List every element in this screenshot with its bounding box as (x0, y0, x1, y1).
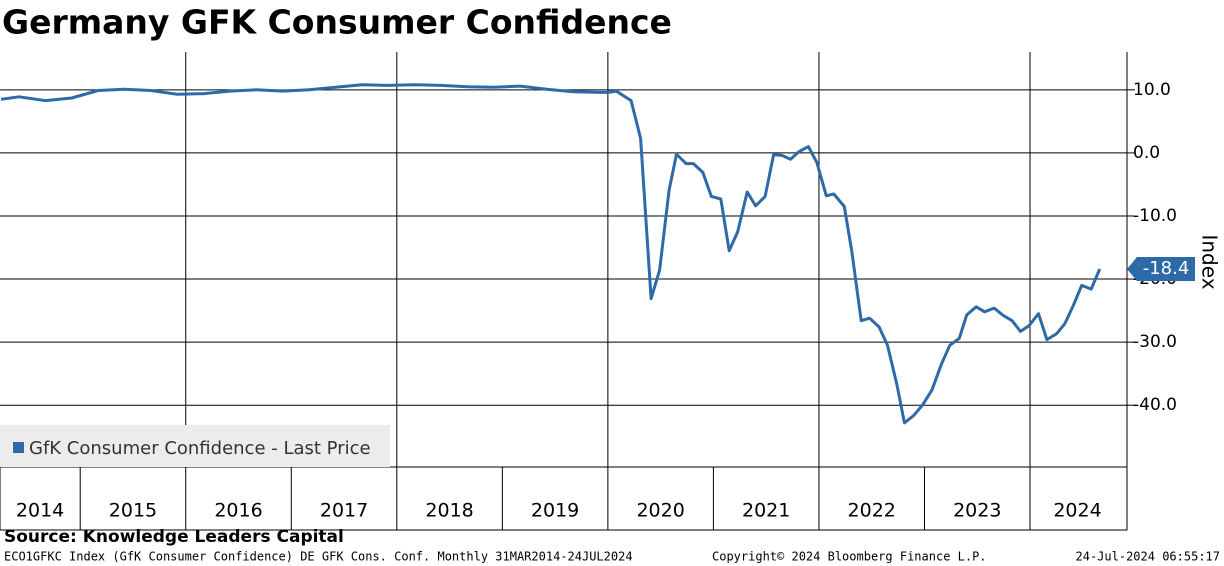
y-tick-label: -30.0 (1133, 332, 1177, 352)
x-axis-band (0, 466, 1128, 531)
copyright: Copyright© 2024 Bloomberg Finance L.P. (712, 550, 987, 564)
source: Source: Knowledge Leaders Capital (4, 527, 344, 547)
data-line (0, 83, 1102, 425)
last-price-tag (1127, 256, 1195, 281)
x-tick-label: 2017 (320, 500, 368, 522)
x-tick-label: 2021 (742, 500, 790, 522)
ticker: ECO1GFKC Index (GfK Consumer Confidence)… (4, 550, 633, 564)
y-tick-label: -40.0 (1133, 395, 1177, 415)
legend-label: GfK Consumer Confidence - Last Price (29, 438, 371, 459)
x-tick-label: 2018 (425, 500, 473, 522)
timestamp: 24-Jul-2024 06:55:17 (1076, 550, 1221, 564)
x-tick-label: 2014 (16, 500, 64, 522)
x-tick-label: 2022 (848, 500, 896, 522)
x-tick-label: 2016 (214, 500, 262, 522)
chart-title: Germany GFK Consumer Confidence (2, 3, 672, 42)
y-axis-label: Index (1198, 234, 1222, 289)
y-tick-label: 10.0 (1133, 80, 1171, 100)
y-tick-label: 0.0 (1133, 143, 1160, 163)
x-tick-label: 2020 (636, 500, 684, 522)
x-tick-label: 2019 (531, 500, 579, 522)
x-tick-label: 2023 (953, 500, 1001, 522)
x-tick-label: 2024 (1053, 500, 1101, 522)
legend-box (0, 425, 390, 467)
legend-swatch (13, 442, 24, 453)
x-tick-label: 2015 (109, 500, 157, 522)
y-tick-label: -10.0 (1133, 206, 1177, 226)
last-price-label: -18.4 (1143, 258, 1190, 279)
